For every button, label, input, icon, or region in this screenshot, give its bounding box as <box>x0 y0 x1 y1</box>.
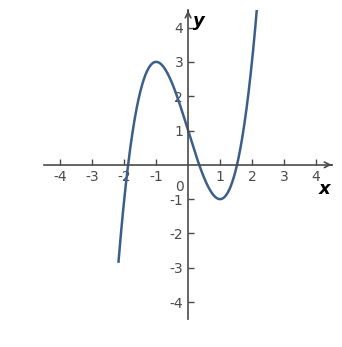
Text: 0: 0 <box>175 180 184 194</box>
Text: x: x <box>318 180 330 198</box>
Text: y: y <box>193 12 205 30</box>
